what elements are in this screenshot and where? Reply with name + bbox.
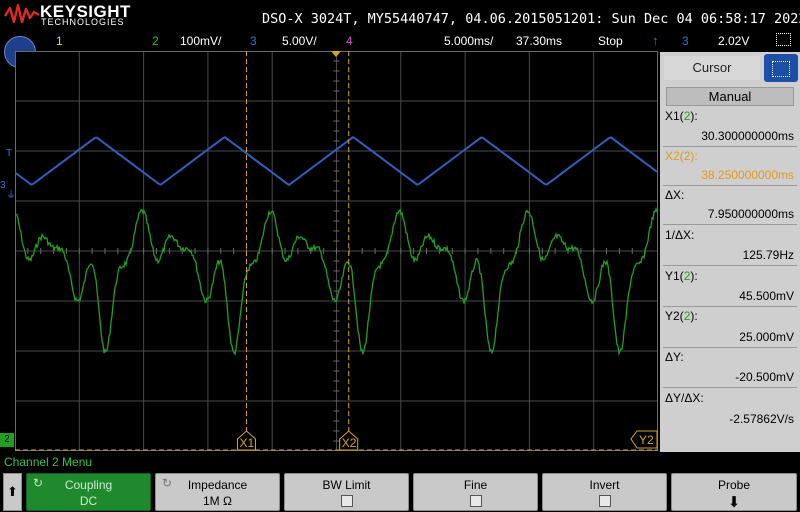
timebase[interactable]: 5.000ms/ <box>444 34 494 48</box>
delta-x-label: ΔX: <box>665 188 685 202</box>
grid-icon <box>772 61 790 77</box>
delay[interactable]: 37.30ms <box>516 34 563 48</box>
invert-checkbox[interactable] <box>598 495 611 507</box>
trigger-channel: 3 <box>682 34 689 48</box>
x1-label: X1(2): <box>665 109 698 123</box>
x1-value: 30.300000000ms <box>701 129 794 143</box>
ch3-label[interactable]: 3 <box>250 34 257 48</box>
inv-delta-x-label: 1/ΔX: <box>665 228 695 242</box>
invert-softkey[interactable]: Invert <box>542 473 667 511</box>
impedance-softkey[interactable]: ↻ Impedance 1M Ω <box>155 473 280 511</box>
menu-up-button[interactable]: ⬆ <box>3 473 22 511</box>
run-state[interactable]: Stop <box>598 34 623 48</box>
menu-title: Channel 2 Menu <box>4 455 93 469</box>
fine-softkey[interactable]: Fine <box>413 473 538 511</box>
dy-dx-label: ΔY/ΔX: <box>665 391 704 405</box>
ch3-triangle-waveform <box>15 136 658 187</box>
y2-value: 25.000mV <box>739 330 794 344</box>
ch1-label[interactable]: 1 <box>56 34 63 48</box>
coupling-label: Coupling <box>64 478 113 492</box>
impedance-label: Impedance <box>187 478 248 492</box>
fine-checkbox[interactable] <box>469 495 482 507</box>
y1-label: Y1(2): <box>665 269 698 283</box>
menu-grid-icon[interactable] <box>776 33 791 46</box>
ground-icon: ⏚ <box>6 190 16 201</box>
cursor-x1-marker[interactable]: X1 <box>236 430 256 451</box>
tab-cursor[interactable]: Cursor <box>664 56 760 80</box>
refresh-icon: ↻ <box>33 476 44 490</box>
probe-softkey[interactable]: Probe ⬇ <box>671 473 797 511</box>
down-arrow-icon: ⬇ <box>727 494 741 511</box>
dy-dx-value: -2.57862V/s <box>729 412 794 426</box>
time-reference-marker <box>331 51 341 57</box>
brand-subtitle: TECHNOLOGIES <box>41 17 125 27</box>
delta-x-value: 7.950000000ms <box>707 207 794 221</box>
bw-limit-checkbox[interactable] <box>340 495 353 507</box>
softkey-bar: ⬆ ↻ Coupling DC ↻ Impedance 1M Ω BW Limi… <box>0 472 800 512</box>
impedance-value: 1M Ω <box>203 494 232 508</box>
panel-grid-button[interactable] <box>764 54 798 82</box>
cursor-mode-manual[interactable]: Manual <box>666 87 794 106</box>
y2-label: Y2(2): <box>665 309 698 323</box>
fine-label: Fine <box>463 478 488 492</box>
coupling-softkey[interactable]: ↻ Coupling DC <box>26 473 151 511</box>
refresh-icon: ↻ <box>162 476 173 490</box>
cursor-y2-label: Y2 <box>639 433 654 447</box>
cursor-x1-label: X1 <box>239 436 254 450</box>
cursor-x2-label: X2 <box>342 436 357 450</box>
ch3-scale: 5.00V/ <box>282 34 317 48</box>
ch2-scale: 100mV/ <box>180 34 222 48</box>
cursor-panel: Cursor Manual X1(2): 30.300000000ms X2(2… <box>660 52 800 452</box>
cursor-x2-marker[interactable]: X2 <box>339 430 359 451</box>
delta-y-value: -20.500mV <box>735 370 794 384</box>
instrument-title: DSO-X 3024T, MY55440747, 04.06.201505120… <box>262 11 800 27</box>
y1-value: 45.500mV <box>739 289 794 303</box>
trigger-level-marker[interactable]: T <box>6 148 13 159</box>
coupling-value: DC <box>79 494 98 508</box>
ch3-ground-marker[interactable]: 3 <box>0 180 6 191</box>
ch2-waveform <box>15 206 658 356</box>
ch2-ground-marker[interactable]: 2 <box>0 433 14 447</box>
trigger-edge-icon: ↑ <box>652 33 659 48</box>
bw-limit-label: BW Limit <box>322 478 371 492</box>
bw-limit-softkey[interactable]: BW Limit <box>284 473 409 511</box>
x2-value: 38.250000000ms <box>701 168 794 182</box>
top-status-bar: KEYSIGHT TECHNOLOGIES DSO-X 3024T, MY554… <box>0 0 800 68</box>
cursor-y2-marker[interactable]: Y2 <box>630 430 658 449</box>
waveform-display[interactable]: X1 X2 Y2 <box>15 51 658 451</box>
keysight-logo-icon <box>4 3 40 24</box>
brand-name: KEYSIGHT <box>40 2 131 21</box>
probe-label: Probe <box>717 478 751 492</box>
delta-y-label: ΔY: <box>665 350 684 364</box>
ch4-label[interactable]: 4 <box>346 34 353 48</box>
inv-delta-x-value: 125.79Hz <box>742 248 794 262</box>
invert-label: Invert <box>589 478 620 492</box>
x2-label: X2(2): <box>665 149 698 163</box>
trigger-level[interactable]: 2.02V <box>718 34 750 48</box>
ch2-label[interactable]: 2 <box>152 34 159 48</box>
up-arrow-icon: ⬆ <box>7 484 18 499</box>
